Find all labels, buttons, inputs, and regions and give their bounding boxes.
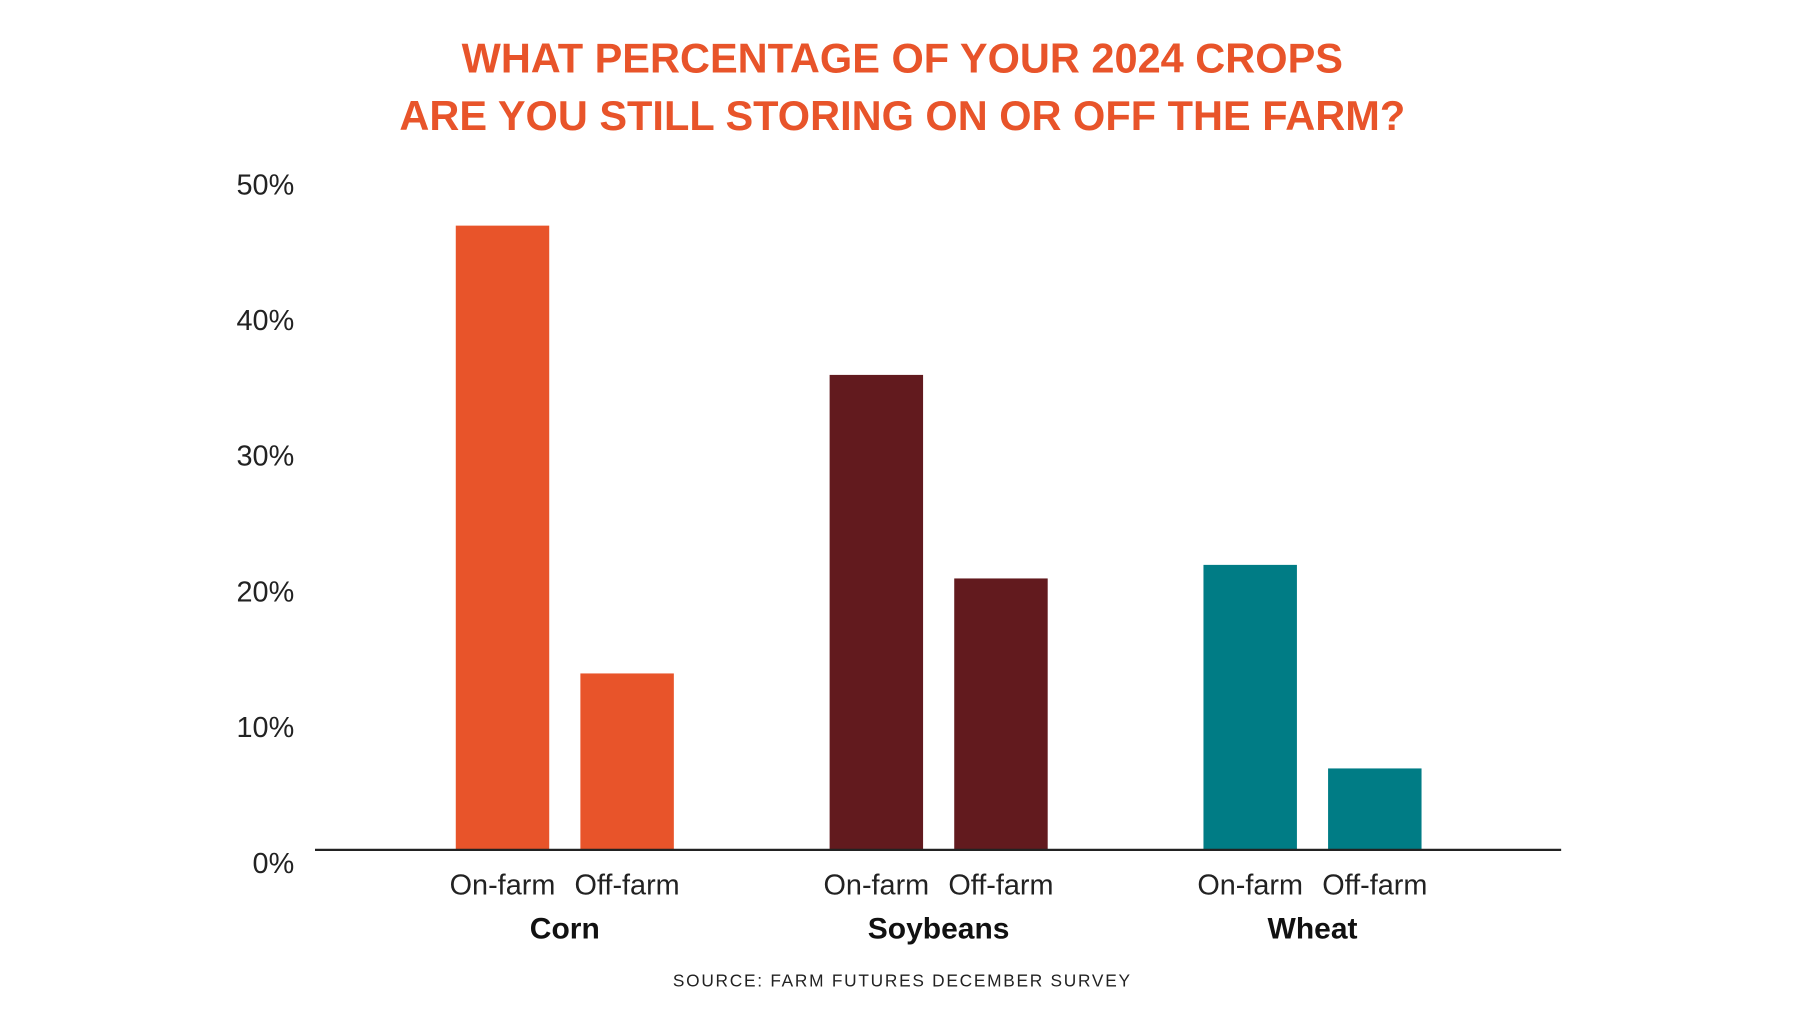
y-tick-label: 40% bbox=[237, 305, 295, 337]
bar-label: On-farm bbox=[1197, 870, 1303, 902]
bar-label: On-farm bbox=[450, 870, 556, 902]
group-label: Soybeans bbox=[868, 912, 1010, 945]
y-tick-label: 0% bbox=[253, 848, 295, 880]
bar-label: Off-farm bbox=[1322, 870, 1427, 902]
y-tick-label: 50% bbox=[237, 169, 295, 201]
bar-corn-off-farm bbox=[580, 673, 674, 850]
bar-label: On-farm bbox=[823, 870, 929, 902]
chart-title-line-1: WHAT PERCENTAGE OF YOUR 2024 CROPS bbox=[462, 35, 1343, 82]
bar-label: Off-farm bbox=[948, 870, 1053, 902]
bar-wheat-on-farm bbox=[1203, 564, 1297, 850]
y-tick-label: 30% bbox=[237, 441, 295, 473]
y-tick-label: 10% bbox=[237, 712, 295, 744]
group-label: Wheat bbox=[1268, 912, 1358, 945]
group-label: Corn bbox=[530, 912, 600, 945]
source-note: SOURCE: FARM FUTURES DECEMBER SURVEY bbox=[673, 971, 1132, 991]
bar-soybeans-on-farm bbox=[829, 374, 924, 850]
bar-wheat-off-farm bbox=[1328, 768, 1422, 850]
bar-soybeans-off-farm bbox=[954, 578, 1048, 850]
bar-label: Off-farm bbox=[575, 870, 680, 902]
chart-title-line-2: ARE YOU STILL STORING ON OR OFF THE FARM… bbox=[399, 92, 1405, 139]
y-tick-label: 20% bbox=[237, 576, 295, 608]
bar-corn-on-farm bbox=[455, 225, 550, 850]
